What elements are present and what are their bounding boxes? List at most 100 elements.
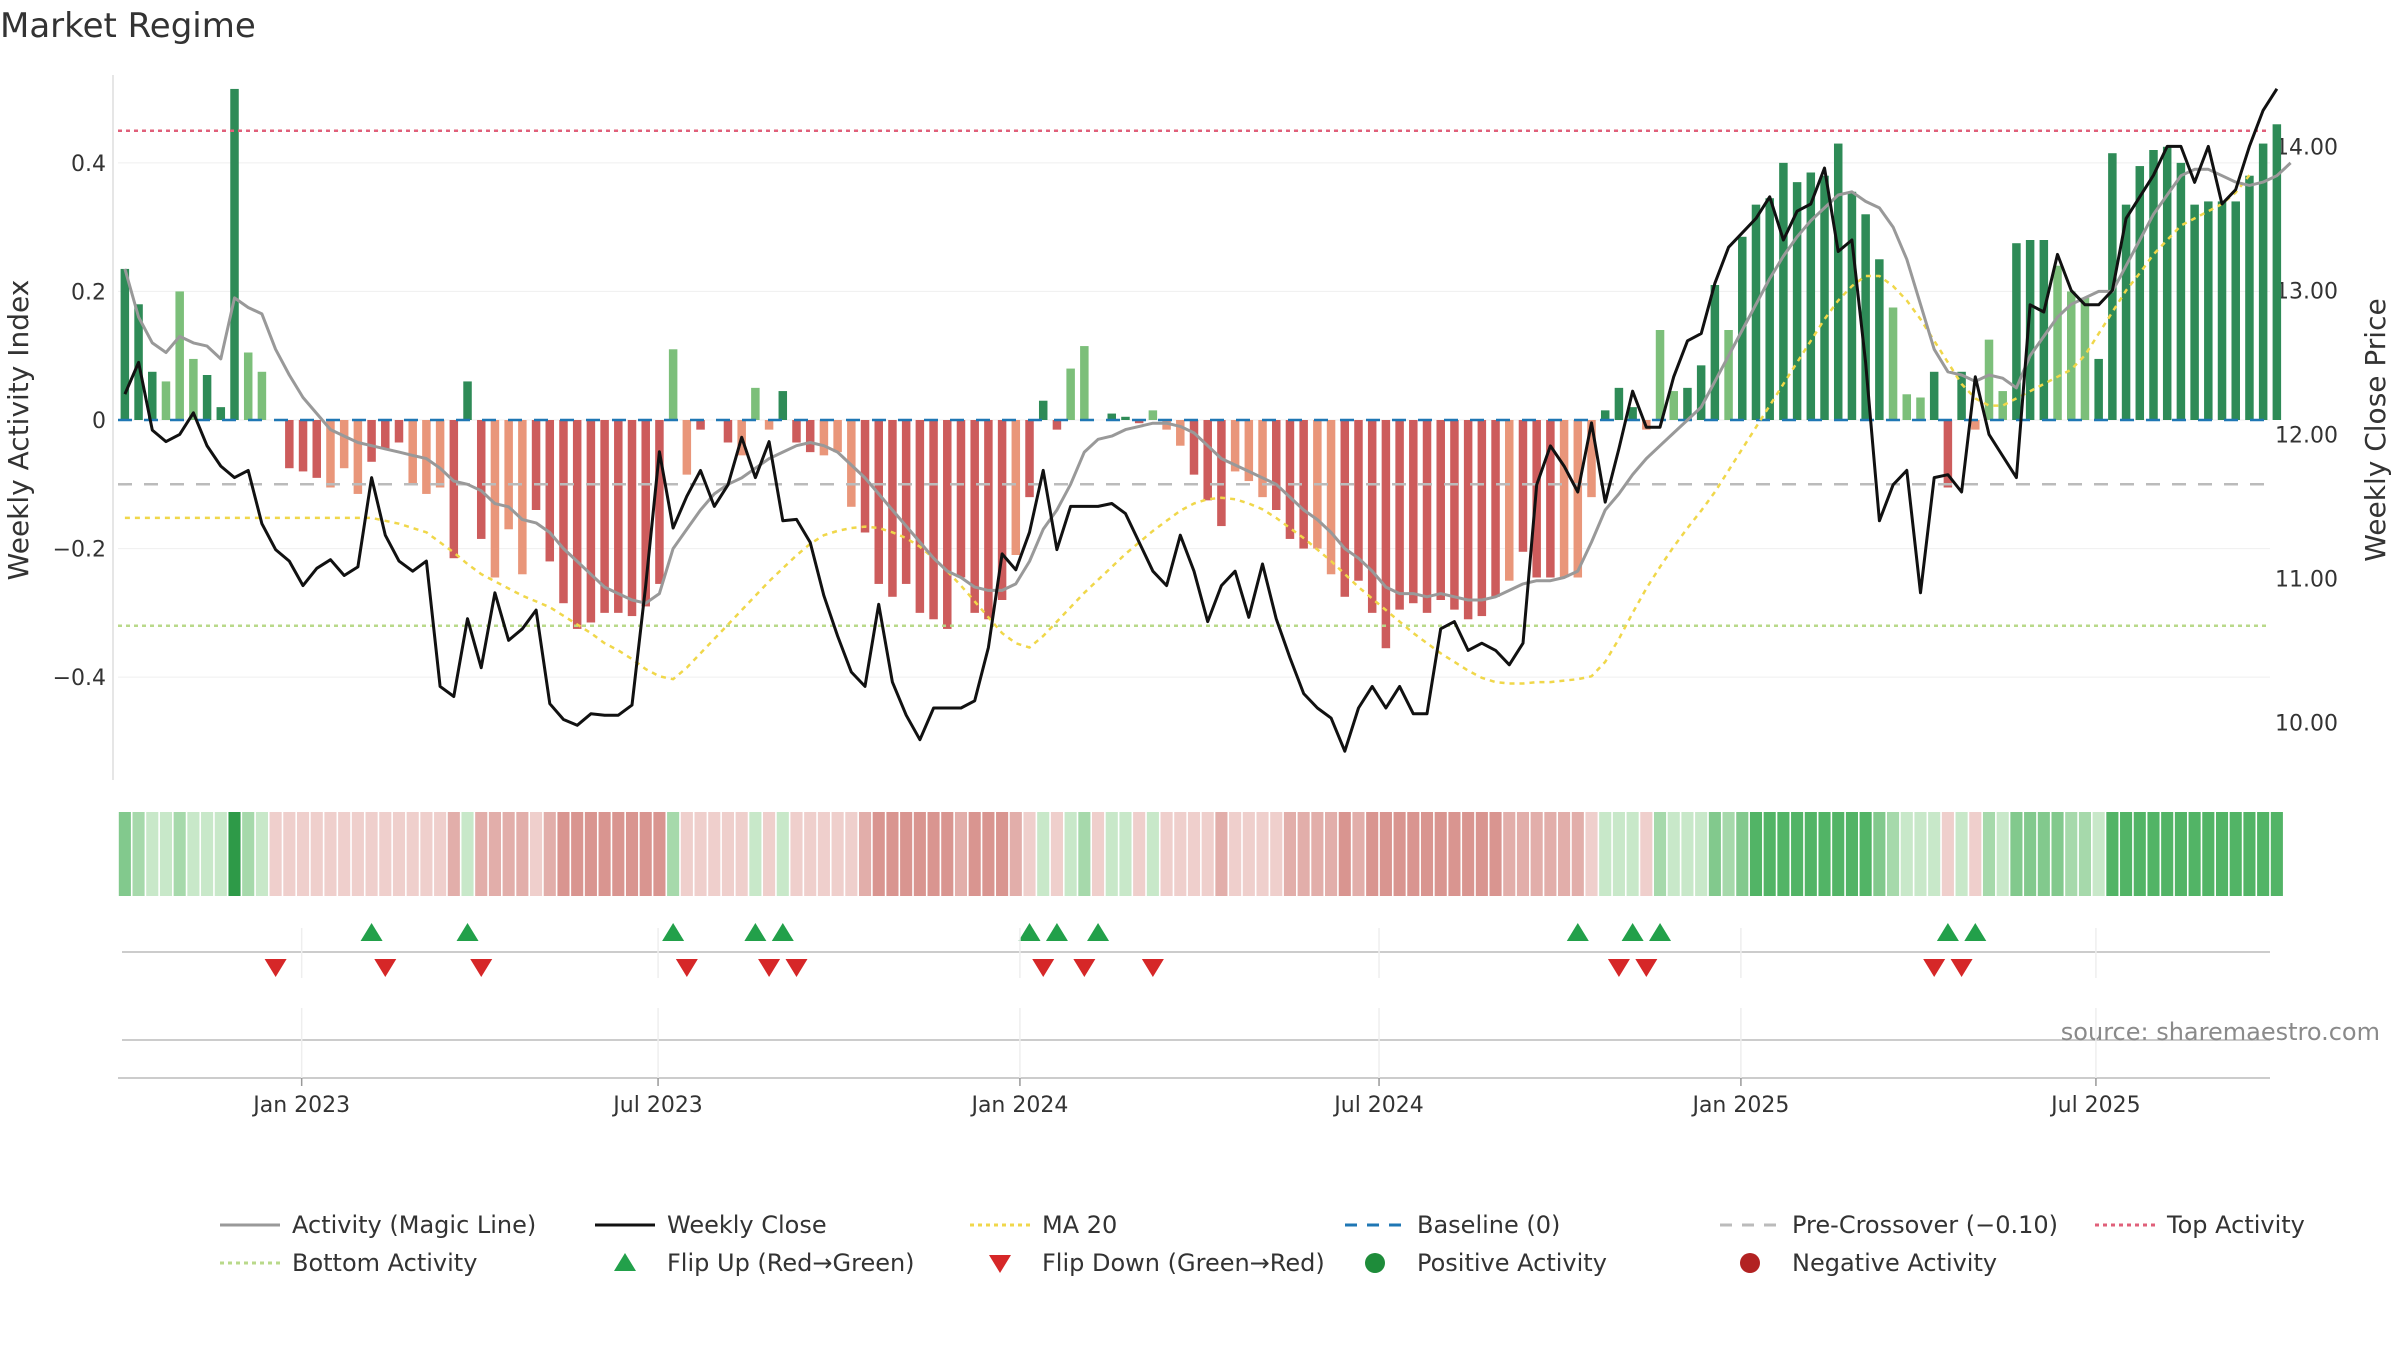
activity-bar (956, 420, 966, 578)
regime-cell (2010, 812, 2023, 896)
regime-cell (132, 812, 145, 896)
flip-down-marker (1950, 959, 1973, 977)
regime-cell (1749, 812, 1763, 896)
activity-bar (984, 420, 993, 620)
legend-swatch (1740, 1253, 1760, 1273)
regime-cell (1791, 812, 1804, 896)
regime-cell (1722, 812, 1735, 896)
regime-cell (1064, 812, 1077, 896)
regime-cell (1969, 812, 1982, 896)
flip-down-marker (374, 959, 397, 977)
regime-cell (1133, 812, 1146, 896)
flip-up-marker (1018, 923, 1041, 941)
x-tick-label: Jan 2024 (969, 1093, 1068, 1118)
y-tick-label: −0.4 (53, 666, 106, 691)
regime-cell (1325, 812, 1338, 896)
regime-cell (1845, 812, 1858, 896)
activity-bar (1491, 420, 1500, 597)
flip-up-marker (744, 923, 767, 941)
regime-cell (858, 812, 872, 896)
regime-cell (228, 812, 241, 896)
activity-bar (668, 349, 678, 420)
regime-cell (1352, 812, 1365, 896)
flip-up-marker (771, 923, 794, 941)
activity-bar (1861, 214, 1870, 420)
regime-cell (1558, 812, 1571, 896)
activity-bar (490, 420, 500, 578)
activity-bar (600, 420, 609, 613)
activity-bar (531, 420, 541, 510)
activity-bar (915, 420, 925, 613)
activity-bar (435, 420, 445, 488)
regime-cell (283, 812, 296, 896)
regime-cell (1708, 812, 1721, 896)
regime-cell (434, 812, 447, 896)
flip-down-marker (470, 959, 493, 977)
activity-bar (216, 407, 226, 420)
regime-cell (2188, 812, 2201, 896)
activity-bar (1971, 420, 1980, 430)
y2-axis-label: Weekly Close Price (2359, 298, 2392, 561)
activity-bar (148, 371, 157, 420)
regime-cell (1420, 812, 1434, 896)
regime-cell (1256, 812, 1269, 896)
regime-cell (1338, 812, 1351, 896)
regime-cell (1078, 812, 1091, 896)
flip-down-marker (1141, 959, 1164, 977)
activity-bar (1176, 420, 1185, 446)
regime-cell (543, 812, 556, 896)
regime-cell (1763, 812, 1776, 896)
regime-cell (598, 812, 611, 896)
regime-cell (420, 812, 433, 896)
regime-cell (1530, 812, 1543, 896)
activity-bar (1546, 420, 1555, 578)
y-axis-label: Weekly Activity Index (2, 280, 35, 581)
flip-up-marker (662, 923, 685, 941)
regime-cell (2243, 812, 2256, 896)
activity-bar (1381, 420, 1391, 649)
regime-cell (365, 812, 378, 896)
flip-down-marker (264, 959, 287, 977)
activity-bar (1203, 420, 1212, 501)
activity-bar (696, 420, 705, 430)
activity-bar (2258, 143, 2268, 421)
activity-bar (2135, 166, 2145, 420)
regime-cell (1681, 812, 1694, 896)
legend-label: Baseline (0) (1417, 1211, 1560, 1239)
regime-cell (269, 812, 282, 896)
regime-cell (1201, 812, 1214, 896)
regime-cell (1571, 812, 1584, 896)
activity-bar (504, 420, 513, 530)
activity-bar (641, 420, 650, 607)
activity-bar (1875, 259, 1884, 420)
regime-cell (2065, 812, 2078, 896)
activity-bar (1134, 420, 1144, 424)
y-tick-label: 0.2 (71, 280, 106, 305)
activity-bar (257, 371, 267, 420)
activity-bar (1998, 391, 2007, 420)
activity-bar (518, 420, 527, 575)
chart-title: Market Regime (0, 6, 256, 46)
regime-cell (1599, 812, 1612, 896)
activity-bar (1011, 420, 1021, 555)
regime-cell (667, 812, 680, 896)
regime-cell (708, 812, 721, 896)
y-tick-label: 0.4 (71, 152, 106, 177)
regime-cell (1612, 812, 1625, 896)
activity-bar (764, 420, 774, 430)
activity-bar (1902, 394, 1912, 420)
activity-bar (2080, 297, 2090, 420)
activity-bar (2039, 240, 2049, 420)
regime-cell (790, 812, 803, 896)
activity-bar (2053, 265, 2062, 420)
activity-bar (1655, 330, 1665, 420)
activity-bar (2231, 201, 2240, 420)
regime-cell (2147, 812, 2160, 896)
activity-bar (1751, 204, 1761, 420)
regime-cell (1174, 812, 1187, 896)
activity-bar (1052, 420, 1062, 430)
regime-cell (1653, 812, 1667, 896)
y2-tick-label: 14.00 (2275, 135, 2338, 160)
regime-cell (310, 812, 323, 896)
regime-cell (1050, 812, 1063, 896)
